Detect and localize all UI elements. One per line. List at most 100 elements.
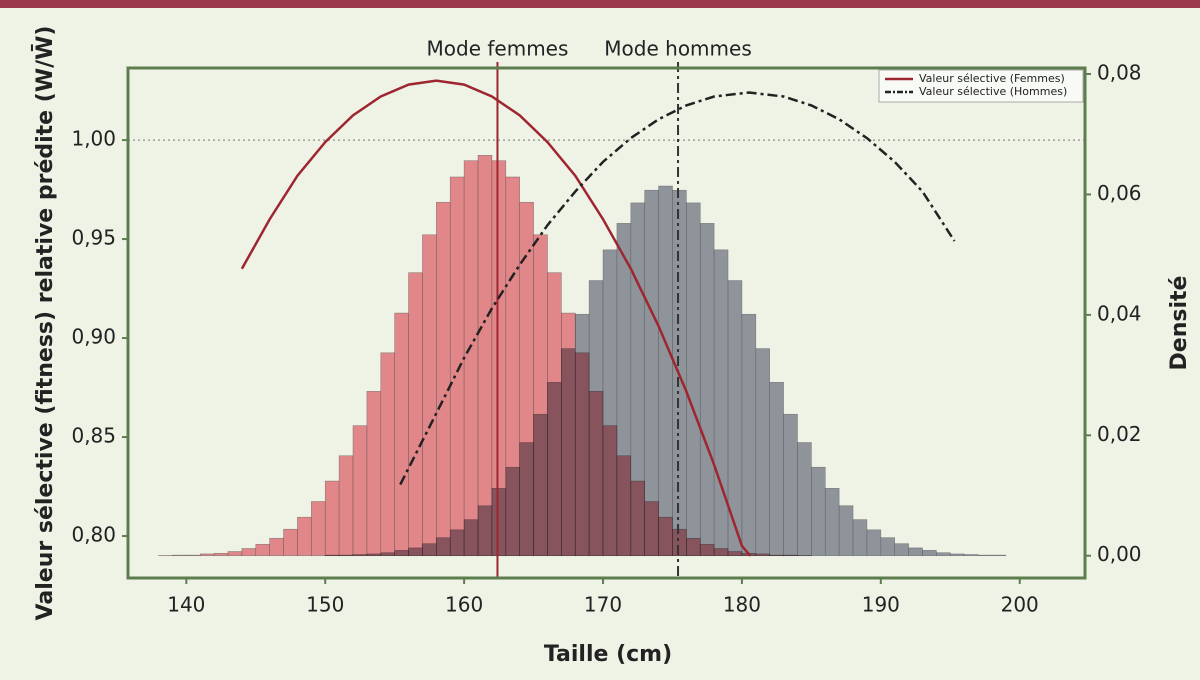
- histogram-bar: [297, 516, 312, 557]
- histogram-bar: [797, 442, 812, 557]
- histogram-bar: [269, 537, 284, 557]
- histogram-bar: [644, 189, 659, 557]
- histogram-bar: [852, 519, 868, 557]
- histogram-bar: [561, 312, 576, 557]
- histogram-bar: [505, 176, 520, 557]
- histogram-bar: [172, 554, 187, 557]
- histogram-bar: [727, 551, 743, 557]
- histogram-bar: [547, 272, 562, 557]
- histogram-bar: [658, 516, 673, 557]
- histogram-bar: [908, 547, 923, 557]
- histogram-bar: [324, 480, 340, 557]
- y2-tick-label: 0,06: [1097, 181, 1142, 205]
- y-tick-label: 0,85: [71, 424, 116, 448]
- histogram-bar: [574, 352, 590, 557]
- histogram-bar: [741, 313, 757, 557]
- histogram-bar: [755, 553, 771, 557]
- histogram-bar: [880, 537, 896, 557]
- histogram-bar: [477, 155, 493, 557]
- top-band: [0, 0, 1200, 8]
- y-tick-label: 1,00: [71, 127, 116, 151]
- histogram-bar: [949, 553, 965, 557]
- x-tick-label: 200: [1001, 593, 1039, 617]
- histogram-bar: [436, 201, 451, 557]
- y2-axis-title: Densité: [1167, 276, 1192, 371]
- histogram-bar: [380, 352, 395, 557]
- histogram-bar: [713, 249, 729, 557]
- histogram-bar: [922, 550, 937, 557]
- histogram-bar: [699, 223, 715, 557]
- histogram-bar: [213, 553, 229, 557]
- histogram-bar: [227, 551, 243, 557]
- histogram-bar: [408, 272, 423, 557]
- histogram-bar: [463, 160, 479, 557]
- mode-label: Mode hommes: [604, 37, 751, 61]
- histogram-bar: [977, 554, 993, 557]
- fitness-curve: [399, 91, 956, 486]
- y2-tick-label: 0,08: [1097, 61, 1142, 85]
- y-tick-label: 0,90: [71, 325, 116, 349]
- histogram-bar: [311, 501, 326, 557]
- y2-tick-label: 0,02: [1097, 422, 1142, 446]
- histogram-bar: [713, 548, 729, 557]
- histogram-bar: [769, 382, 784, 557]
- histogram-bar: [588, 391, 604, 557]
- histogram-bar: [824, 487, 840, 557]
- mode-label: Mode femmes: [427, 37, 569, 61]
- histogram-bar: [449, 176, 465, 557]
- histogram-bar: [991, 554, 1007, 557]
- histogram-bar: [422, 234, 437, 557]
- histogram-series: [158, 155, 812, 557]
- histogram-bar: [533, 234, 548, 557]
- y-tick-label: 0,95: [71, 226, 116, 250]
- x-tick-label: 180: [723, 593, 761, 617]
- histogram-bar: [686, 537, 701, 557]
- histogram-bar: [783, 554, 798, 557]
- histogram-bar: [866, 529, 882, 557]
- histogram-bar: [491, 160, 507, 557]
- fitness-curve: [240, 79, 752, 557]
- histogram-bar: [699, 543, 715, 557]
- histogram-bar: [616, 455, 632, 557]
- histogram-bar: [769, 554, 784, 557]
- histogram-bar: [811, 466, 826, 557]
- histogram-bar: [963, 554, 979, 557]
- legend-label: Valeur sélective (Femmes): [919, 72, 1065, 85]
- histogram-bar: [338, 455, 354, 557]
- histogram-bar: [755, 348, 771, 557]
- x-tick-label: 140: [167, 593, 205, 617]
- plot-area: [128, 139, 1085, 557]
- histogram-bar: [519, 201, 534, 557]
- histogram-bar: [352, 425, 368, 557]
- y-axis-title: Valeur sélective (fitness) relative préd…: [32, 26, 58, 621]
- legend-label: Valeur sélective (Hommes): [919, 85, 1067, 98]
- histogram-bar: [644, 501, 659, 557]
- histogram-bar: [686, 202, 701, 557]
- histogram-bar: [783, 413, 798, 557]
- x-axis-title: Taille (cm): [544, 642, 672, 667]
- y-tick-label: 0,80: [71, 523, 116, 547]
- histogram-bar: [199, 553, 215, 557]
- histogram-bar: [630, 480, 645, 557]
- histogram-bar: [672, 528, 687, 557]
- y2-tick-label: 0,04: [1097, 301, 1142, 325]
- histogram-bar: [394, 312, 409, 557]
- histogram-bar: [894, 543, 909, 557]
- x-tick-label: 170: [584, 593, 622, 617]
- histogram-bar: [658, 185, 673, 557]
- histogram-bar: [241, 548, 257, 557]
- histogram-bar: [366, 391, 382, 557]
- x-tick-label: 160: [445, 593, 483, 617]
- plot-frame: [126, 66, 1087, 580]
- histogram-bar: [283, 528, 298, 557]
- histogram-bar: [838, 505, 854, 557]
- x-tick-label: 190: [862, 593, 900, 617]
- histogram-bar: [936, 552, 951, 557]
- y2-tick-label: 0,00: [1097, 542, 1142, 566]
- histogram-bar: [255, 543, 270, 557]
- x-tick-label: 150: [306, 593, 344, 617]
- histogram-bar: [186, 554, 201, 557]
- legend-box: [878, 69, 1084, 103]
- histogram-bar: [602, 425, 618, 557]
